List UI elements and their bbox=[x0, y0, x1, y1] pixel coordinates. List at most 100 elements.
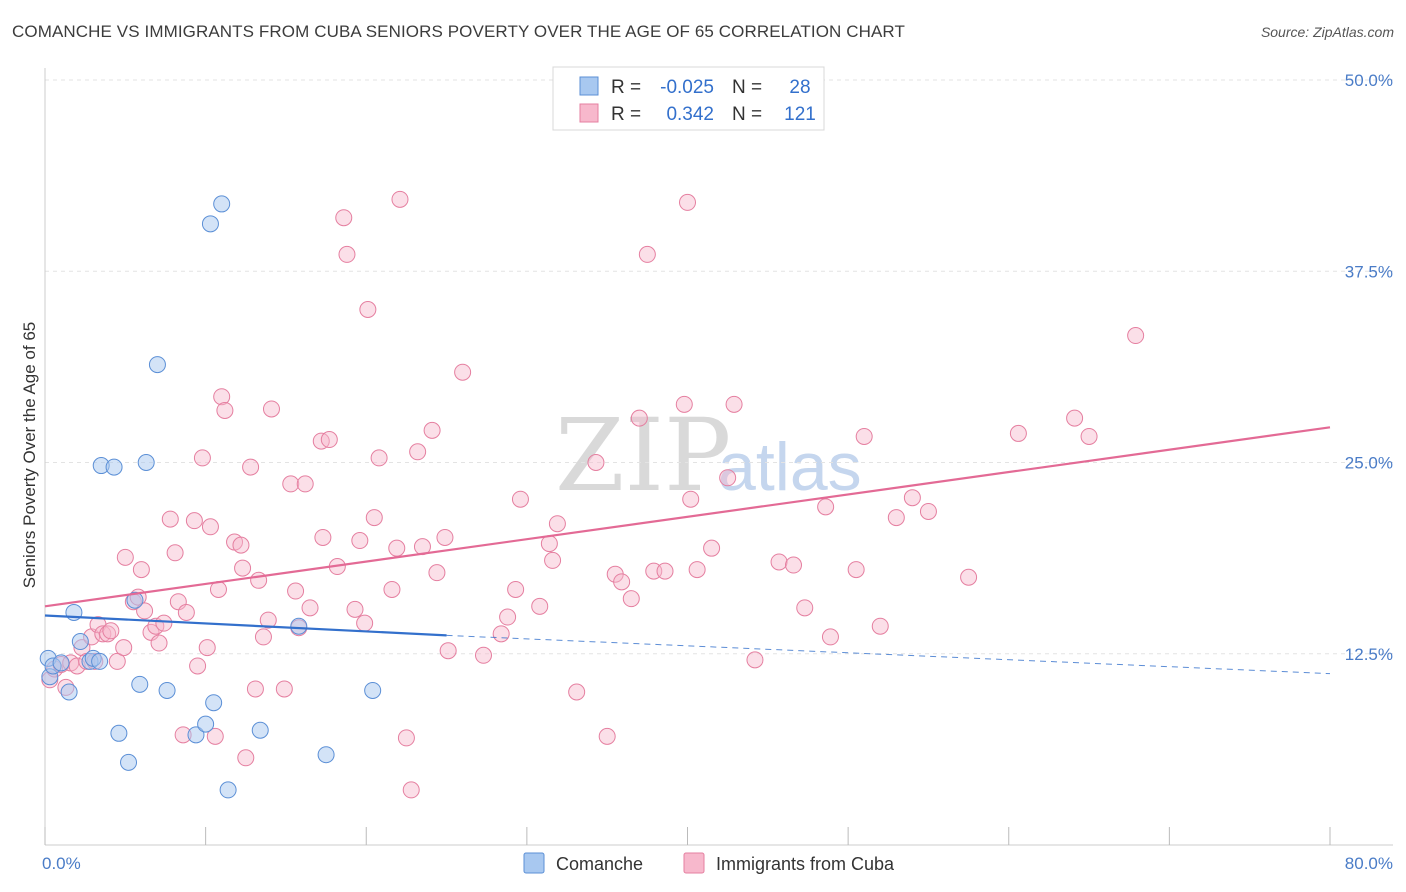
legend-r-value-comanche: -0.025 bbox=[660, 77, 714, 98]
comanche-trendline bbox=[44, 614, 447, 637]
comanche-point bbox=[187, 726, 205, 744]
legend-r-value-cuba: 0.342 bbox=[666, 104, 714, 125]
comanche-point bbox=[120, 753, 138, 771]
bottom-legend-label-cuba: Immigrants from Cuba bbox=[716, 854, 895, 874]
cuba-point bbox=[475, 646, 493, 664]
cuba-point bbox=[155, 614, 173, 632]
cuba-point bbox=[548, 515, 566, 533]
comanche-point bbox=[201, 215, 219, 233]
cuba-point bbox=[871, 617, 889, 635]
comanche-point bbox=[126, 591, 144, 609]
y-tick-label: 50.0% bbox=[1345, 71, 1393, 90]
cuba-point bbox=[688, 561, 706, 579]
watermark-zip: ZIP bbox=[555, 397, 731, 514]
cuba-point bbox=[682, 490, 700, 508]
comanche-trendline-extension bbox=[446, 634, 1331, 675]
cuba-point bbox=[919, 502, 937, 520]
comanche-point bbox=[317, 746, 335, 764]
comanche-point bbox=[251, 721, 269, 739]
comanche-point bbox=[205, 694, 223, 712]
cuba-point bbox=[177, 603, 195, 621]
legend-n-value-cuba: 121 bbox=[784, 104, 816, 125]
cuba-point bbox=[259, 611, 277, 629]
trendlines bbox=[44, 426, 1331, 675]
cuba-point bbox=[198, 639, 216, 657]
cuba-point bbox=[613, 573, 631, 591]
cuba-point bbox=[314, 528, 332, 546]
cuba-point bbox=[320, 431, 338, 449]
chart-title: COMANCHE VS IMMIGRANTS FROM CUBA SENIORS… bbox=[12, 22, 905, 41]
cuba-point bbox=[454, 363, 472, 381]
cuba-point bbox=[237, 749, 255, 767]
cuba-point bbox=[189, 657, 207, 675]
cuba-point bbox=[511, 490, 529, 508]
legend-n-value-comanche: 28 bbox=[789, 77, 810, 98]
cuba-point bbox=[150, 634, 168, 652]
cuba-point bbox=[847, 561, 865, 579]
cuba-point bbox=[166, 544, 184, 562]
cuba-point bbox=[887, 509, 905, 527]
cuba-point bbox=[296, 475, 314, 493]
comanche-point bbox=[364, 681, 382, 699]
legend-n-label-comanche: N = bbox=[732, 77, 762, 98]
cuba-point bbox=[568, 683, 586, 701]
cuba-point bbox=[821, 628, 839, 646]
watermark-atlas: atlas bbox=[718, 429, 862, 505]
cuba-point bbox=[132, 561, 150, 579]
cuba-point bbox=[246, 680, 264, 698]
y-axis-label: Seniors Poverty Over the Age of 65 bbox=[20, 322, 39, 588]
cuba-point bbox=[544, 551, 562, 569]
cuba-point bbox=[383, 580, 401, 598]
cuba-point bbox=[622, 590, 640, 608]
x-ticks bbox=[44, 827, 1331, 845]
legend-swatch-cuba bbox=[579, 103, 599, 123]
x-tick-label-min: 0.0% bbox=[42, 854, 81, 873]
cuba-point bbox=[102, 622, 120, 640]
legend-r-label-comanche: R = bbox=[611, 77, 641, 98]
cuba-point bbox=[499, 608, 517, 626]
comanche-point bbox=[91, 652, 109, 670]
cuba-point bbox=[346, 600, 364, 618]
cuba-point bbox=[391, 190, 409, 208]
cuba-point bbox=[338, 245, 356, 263]
cuba-trendline bbox=[44, 426, 1331, 608]
cuba-point bbox=[785, 556, 803, 574]
cuba-point bbox=[1009, 424, 1027, 442]
cuba-point bbox=[365, 509, 383, 527]
comanche-point bbox=[71, 633, 89, 651]
cuba-point bbox=[161, 510, 179, 528]
cuba-point bbox=[719, 469, 737, 487]
cuba-point bbox=[213, 388, 231, 406]
cuba-point bbox=[587, 454, 605, 471]
cuba-point bbox=[796, 599, 814, 617]
cuba-point bbox=[1080, 427, 1098, 445]
cuba-point bbox=[301, 599, 319, 617]
comanche-point bbox=[110, 724, 128, 742]
y-tick-label: 12.5% bbox=[1345, 645, 1393, 664]
legend-r-label-cuba: R = bbox=[611, 104, 641, 125]
cuba-point bbox=[855, 427, 873, 445]
cuba-point bbox=[254, 628, 272, 646]
y-tick-label: 25.0% bbox=[1345, 454, 1393, 473]
cuba-point bbox=[703, 539, 721, 557]
comanche-point bbox=[219, 781, 237, 799]
bottom-legend-label-comanche: Comanche bbox=[556, 854, 643, 874]
comanche-point bbox=[148, 356, 166, 374]
series-comanche bbox=[39, 195, 382, 799]
cuba-point bbox=[356, 614, 374, 632]
comanche-point bbox=[197, 715, 215, 733]
cuba-point bbox=[903, 489, 921, 507]
cuba-point bbox=[598, 727, 616, 745]
cuba-point bbox=[428, 564, 446, 582]
cuba-point bbox=[638, 245, 656, 263]
cuba-point bbox=[216, 401, 234, 419]
cuba-point bbox=[439, 642, 457, 660]
cuba-point bbox=[234, 559, 252, 577]
cuba-point bbox=[402, 781, 420, 799]
cuba-point bbox=[370, 449, 388, 467]
cuba-point bbox=[770, 553, 788, 571]
bottom-legend-swatch-comanche bbox=[523, 852, 545, 874]
legend-swatch-comanche bbox=[579, 76, 599, 96]
cuba-point bbox=[725, 395, 743, 413]
